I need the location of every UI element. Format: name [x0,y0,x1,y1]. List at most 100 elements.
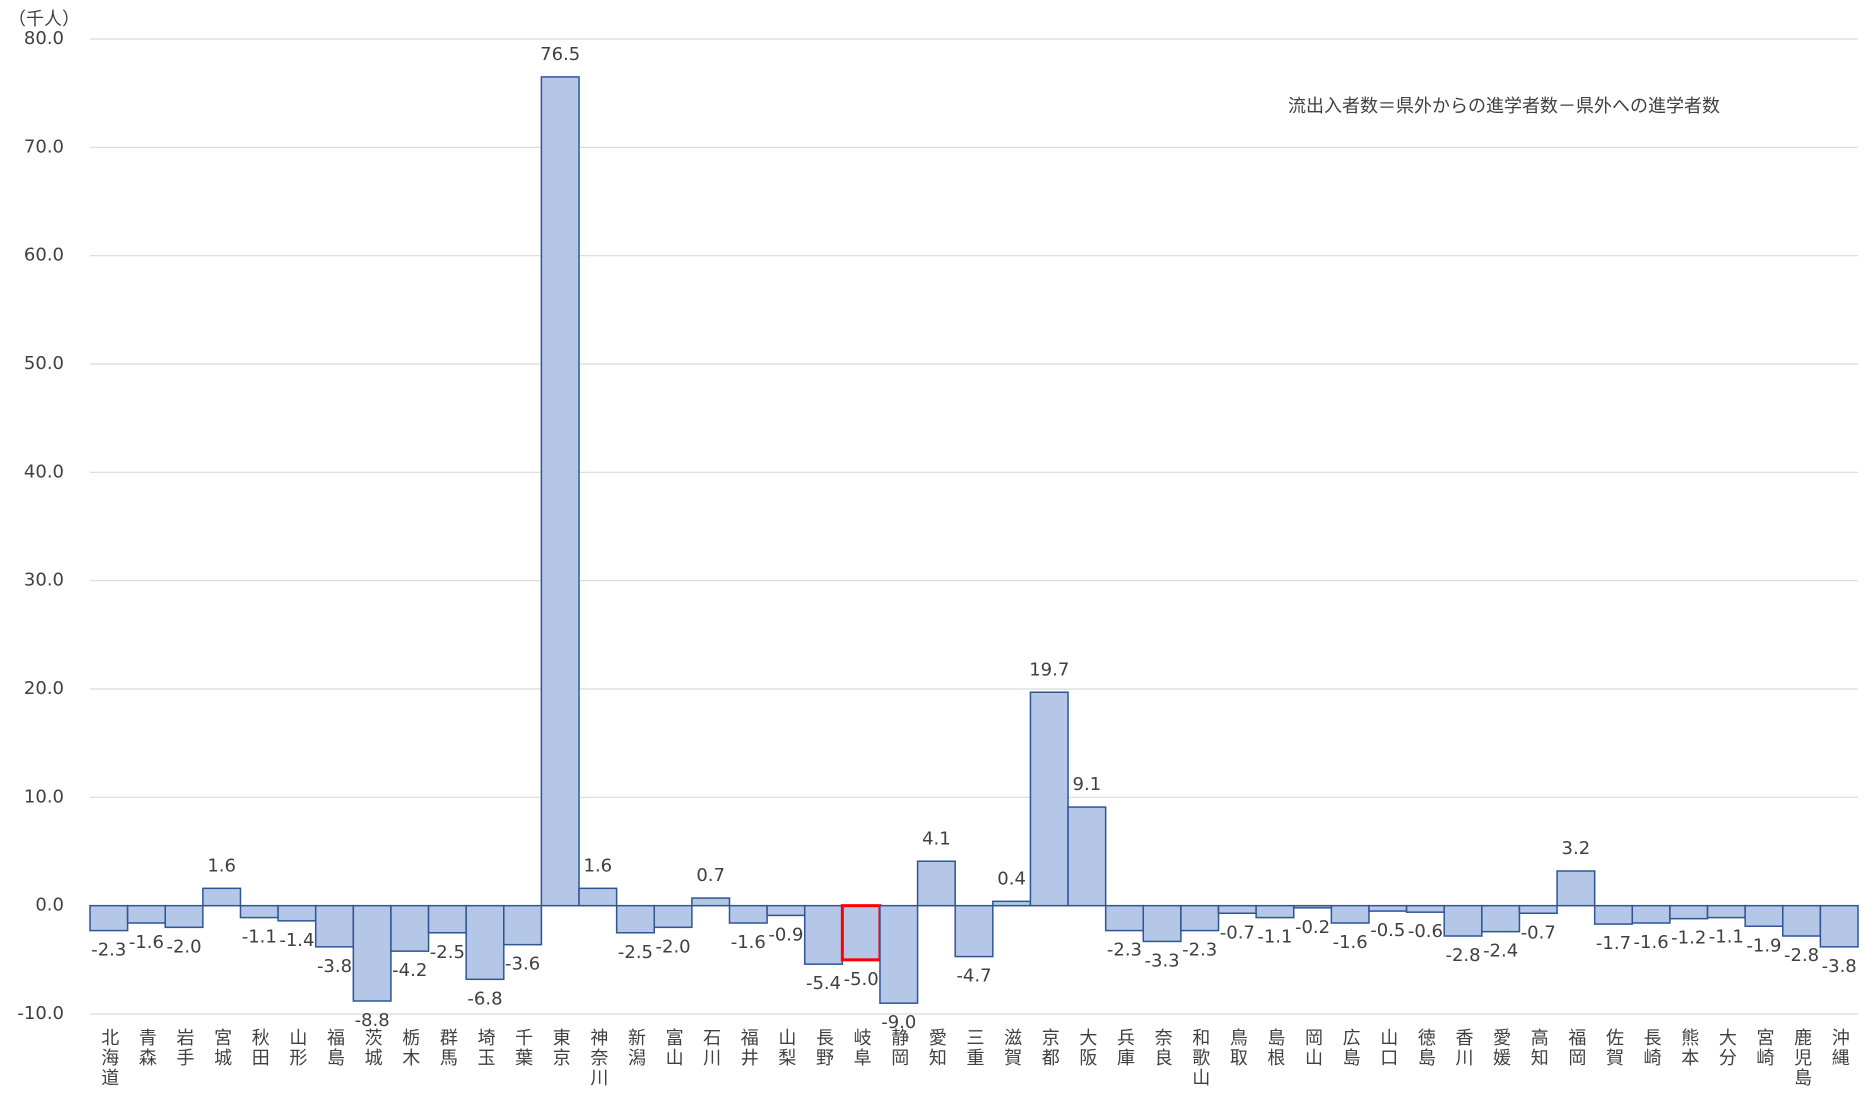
x-tick-label: 愛媛 [1490,1028,1511,1068]
value-label: -2.0 [656,936,691,957]
x-tick-label: 大分 [1716,1028,1737,1068]
bar [202,887,242,907]
bar [126,904,166,924]
value-label: -1.7 [1596,933,1631,954]
value-label: -0.7 [1521,922,1556,943]
x-tick-label: 鳥取 [1227,1028,1248,1068]
value-label: -1.1 [1257,927,1292,948]
bar [615,904,656,934]
value-label: -4.2 [392,960,427,981]
x-tick-label: 徳島 [1415,1028,1436,1068]
bar [1142,904,1182,943]
x-tick-label: 熊本 [1678,1028,1699,1068]
bar [390,904,430,952]
x-tick-label: 静岡 [888,1028,909,1068]
y-tick-label: 0.0 [35,895,64,916]
x-tick-label: 秋田 [249,1028,270,1068]
x-tick-label: 宮崎 [1753,1028,1774,1068]
unit-label: （千人） [8,9,80,30]
value-label: -3.6 [505,954,540,975]
value-label: -2.8 [1445,945,1480,966]
bar [1368,904,1408,912]
y-tick-label: 80.0 [24,28,64,49]
bar [1669,904,1709,920]
value-label: -1.6 [731,932,766,953]
value-label: -1.4 [279,930,314,951]
value-label: -1.6 [1634,932,1669,953]
x-tick-label: 高知 [1528,1028,1549,1068]
value-label: -0.2 [1295,917,1330,938]
bar [954,904,994,958]
bar [164,904,204,929]
value-label: 1.6 [584,855,613,876]
value-label: -5.0 [844,969,879,990]
x-tick-label: 大阪 [1076,1028,1097,1068]
value-label: -5.4 [806,973,841,994]
x-tick-label: 山口 [1377,1028,1398,1068]
value-label: -1.9 [1746,935,1781,956]
bar [1518,904,1558,915]
value-label: -2.0 [166,936,201,957]
x-tick-label: 和歌山 [1189,1028,1210,1088]
bar [728,904,768,924]
x-tick-label: 新潟 [625,1028,646,1068]
value-label: -2.8 [1784,945,1819,966]
bar [1481,904,1521,933]
value-label: -2.3 [91,940,126,961]
bar [916,860,956,907]
value-label: 0.7 [696,865,725,886]
value-label: 0.4 [997,868,1026,889]
x-tick-label: 山形 [286,1028,307,1068]
bar [1180,904,1220,932]
bar [1744,904,1784,928]
bar [1631,904,1671,924]
value-label: -3.8 [317,956,352,977]
x-tick-label: 福岡 [1565,1028,1586,1068]
value-label: 1.6 [207,855,236,876]
value-label: -1.2 [1671,928,1706,949]
y-tick-label: 20.0 [24,678,64,699]
x-tick-label: 沖縄 [1829,1028,1850,1068]
x-tick-label: 山梨 [775,1028,796,1068]
value-label: 19.7 [1029,659,1069,680]
bar [992,900,1032,907]
value-label: -8.8 [355,1010,390,1031]
bar [1405,904,1445,913]
x-tick-label: 岩手 [174,1028,195,1068]
bar [1782,904,1822,937]
bar [1067,806,1107,907]
y-tick-label: 70.0 [24,136,64,157]
bar [465,904,505,981]
x-tick-label: 佐賀 [1603,1028,1624,1068]
x-tick-label: 石川 [700,1028,721,1068]
x-tick-label: 長崎 [1641,1028,1662,1068]
bar [427,904,467,934]
bar [277,904,317,922]
y-tick-label: 10.0 [24,786,64,807]
y-tick-label: -10.0 [17,1003,64,1024]
x-tick-label: 香川 [1453,1028,1474,1068]
y-tick-label: 50.0 [24,353,64,374]
bar [1292,904,1333,909]
value-label: 4.1 [922,828,951,849]
value-label: -0.5 [1370,920,1405,941]
x-tick-label: 岡山 [1302,1028,1323,1068]
y-tick-label: 60.0 [24,245,64,266]
bar [766,904,806,917]
bar [1029,691,1069,907]
value-label: -3.3 [1145,950,1180,971]
value-label: -1.1 [1709,927,1744,948]
x-tick-label: 埼玉 [474,1028,495,1068]
value-label: -1.6 [129,932,164,953]
bar [1330,904,1370,924]
bar [578,887,618,907]
value-label: -0.9 [768,924,803,945]
value-label: -2.3 [1182,940,1217,961]
bar [1443,904,1483,937]
value-label: -1.1 [242,927,277,948]
bar [239,904,279,919]
x-tick-label: 宮城 [211,1028,232,1068]
bar [879,904,919,1004]
x-tick-label: 愛知 [926,1028,947,1068]
